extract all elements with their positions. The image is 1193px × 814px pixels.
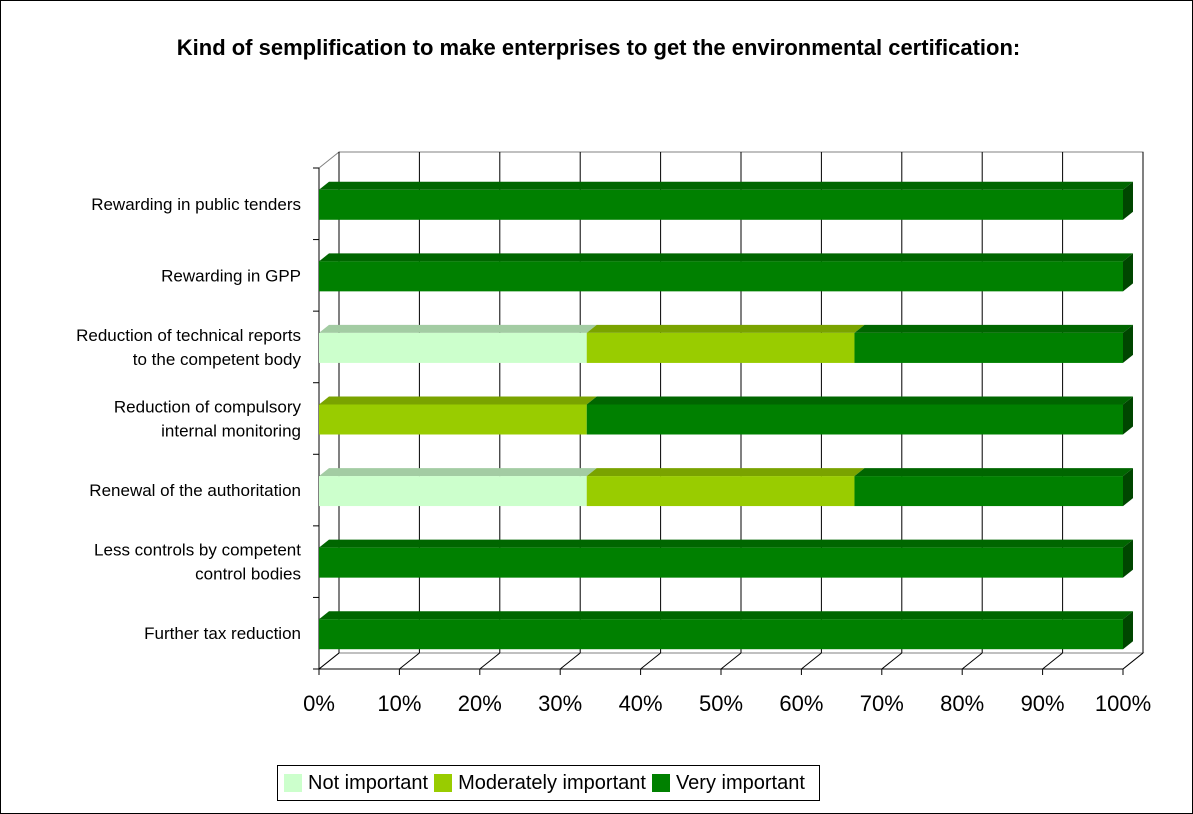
x-tick-label: 20% — [458, 691, 502, 716]
bar-top-moderately-important — [319, 396, 597, 405]
bar-side — [1123, 611, 1133, 650]
category-label-line: internal monitoring — [161, 422, 301, 441]
x-tick-label: 10% — [377, 691, 421, 716]
floor-gridline — [399, 652, 420, 670]
legend-entry-very-important: Very important — [651, 771, 805, 795]
bar-top-not-important — [319, 468, 597, 477]
category-label: Rewarding in public tenders — [91, 195, 301, 214]
legend-entry-moderately-important: Moderately important — [434, 772, 646, 795]
bar-very-important — [319, 189, 1123, 220]
category-label-line: Reduction of compulsory — [114, 398, 302, 417]
category-label: Renewal of the authoritation — [89, 481, 301, 500]
category-label-line: Renewal of the authoritation — [89, 481, 301, 500]
bar-side — [1123, 396, 1133, 435]
floor-gridline — [1042, 652, 1063, 670]
legend-label-not-important: Not important — [308, 771, 429, 794]
floor-gridline — [318, 652, 340, 670]
bar-top-not-important — [319, 324, 597, 333]
floor-gridline — [559, 652, 581, 670]
legend-swatch-moderately-important — [434, 774, 453, 792]
bar-top-very-important — [319, 181, 1133, 190]
bar-top-very-important — [854, 468, 1133, 477]
bar-top-very-important — [319, 253, 1133, 262]
bar-not-important — [319, 332, 587, 363]
legend-entry-not-important: Not important — [284, 772, 428, 795]
legend-swatch-very-important — [651, 774, 670, 792]
floor-gridline — [640, 652, 661, 670]
bar-very-important — [854, 476, 1123, 507]
x-tick-label: 100% — [1095, 691, 1151, 716]
bar-very-important — [319, 261, 1123, 292]
category-label-line: control bodies — [195, 565, 301, 584]
bar-side — [1123, 181, 1133, 220]
floor-gridline — [881, 652, 903, 670]
bar-top-very-important — [319, 539, 1133, 548]
x-tick-label: 70% — [860, 691, 904, 716]
bar-very-important — [319, 547, 1123, 578]
x-tick-label: 0% — [303, 691, 335, 716]
legend-label-very-important: Very important — [675, 771, 805, 794]
bar-moderately-important — [319, 404, 587, 435]
category-label-line: Further tax reduction — [144, 624, 301, 643]
floor-gridline — [961, 652, 983, 670]
bar-top-very-important — [319, 611, 1133, 620]
legend-label-moderately-important: Moderately important — [458, 771, 646, 794]
bar-side — [1123, 539, 1133, 578]
category-label: Rewarding in GPP — [161, 266, 301, 285]
x-tick-label: 80% — [940, 691, 984, 716]
bar-top-moderately-important — [586, 468, 865, 477]
bar-not-important — [319, 476, 587, 507]
bar-top-very-important — [586, 396, 1133, 405]
floor-gridline — [1122, 652, 1144, 670]
x-tick-label: 60% — [779, 691, 823, 716]
legend: Not important Moderately important Very … — [277, 765, 820, 801]
floor-gridline — [479, 652, 501, 670]
bar-very-important — [586, 404, 1123, 435]
category-label-line: Rewarding in public tenders — [91, 195, 301, 214]
x-tick-label: 50% — [699, 691, 743, 716]
floor-gridline — [801, 652, 822, 670]
category-label-line: Reduction of technical reports — [76, 326, 301, 345]
category-label: Reduction of compulsory internal monitori… — [114, 398, 302, 441]
bar-very-important — [854, 332, 1123, 363]
x-tick-label: 40% — [619, 691, 663, 716]
category-label: Reduction of technical reports to the com… — [76, 326, 301, 369]
chart-title: Kind of semplification to make enterpris… — [176, 35, 1021, 60]
bar-side — [1123, 324, 1133, 363]
floor-gridline — [720, 652, 742, 670]
category-label: Further tax reduction — [144, 624, 301, 643]
bar-top-moderately-important — [586, 324, 865, 333]
bar-moderately-important — [586, 332, 855, 363]
bar-very-important — [319, 619, 1123, 650]
legend-swatch-not-important — [284, 774, 302, 792]
bar-side — [1123, 253, 1133, 292]
bar-side — [1123, 468, 1133, 507]
category-label: Less controls by competent control bodies — [94, 541, 301, 584]
x-tick-label: 90% — [1021, 691, 1065, 716]
bar-moderately-important — [586, 476, 855, 507]
category-label-line: to the competent body — [133, 350, 302, 369]
bar-top-very-important — [854, 324, 1133, 333]
x-tick-label: 30% — [538, 691, 582, 716]
category-label-line: Less controls by competent — [94, 541, 301, 560]
category-label-line: Rewarding in GPP — [161, 266, 301, 285]
